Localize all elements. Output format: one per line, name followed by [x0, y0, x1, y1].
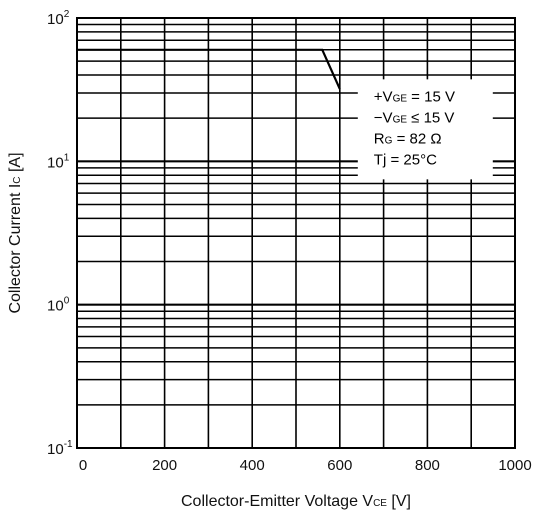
x-axis-label: Collector-Emitter Voltage VCE [V]	[181, 493, 411, 510]
annotation-line: RG = 82 Ω	[374, 130, 442, 147]
y-tick-label: 100	[47, 296, 70, 315]
x-tick-label: 200	[152, 457, 177, 474]
x-tick-label: 1000	[498, 457, 531, 474]
annotation-box	[357, 79, 493, 180]
y-tick-label: 10-1	[47, 439, 73, 458]
x-tick-label: 0	[79, 457, 87, 474]
x-axis-label-sub: CE	[373, 498, 387, 509]
y-axis-label-unit: [A]	[7, 152, 24, 176]
x-axis-label-text: Collector-Emitter Voltage V	[181, 493, 373, 510]
y-axis-label-sub: C	[12, 176, 23, 183]
y-axis-label: Collector Current IC [A]	[7, 152, 24, 313]
y-tick-labels: 10-1 100 101 102	[47, 9, 73, 458]
y-tick-label: 102	[47, 9, 70, 28]
annotation-line: Tj = 25°C	[374, 151, 437, 168]
annotation-line: +VGE = 15 V	[374, 88, 455, 105]
annotation-line: −VGE ≤ 15 V	[374, 109, 455, 126]
x-axis-label-unit: [V]	[387, 493, 411, 510]
x-tick-label: 400	[240, 457, 265, 474]
x-tick-label: 600	[327, 457, 352, 474]
y-tick-label: 101	[47, 152, 70, 171]
x-tick-labels: 0 200 400 600 800 1000	[79, 457, 532, 474]
x-tick-label: 800	[415, 457, 440, 474]
annotation: +VGE = 15 V −VGE ≤ 15 V RG = 82 Ω Tj = 25°C	[374, 88, 455, 168]
y-axis-label-text: Collector Current I	[7, 184, 24, 314]
plot-frame	[76, 17, 516, 449]
